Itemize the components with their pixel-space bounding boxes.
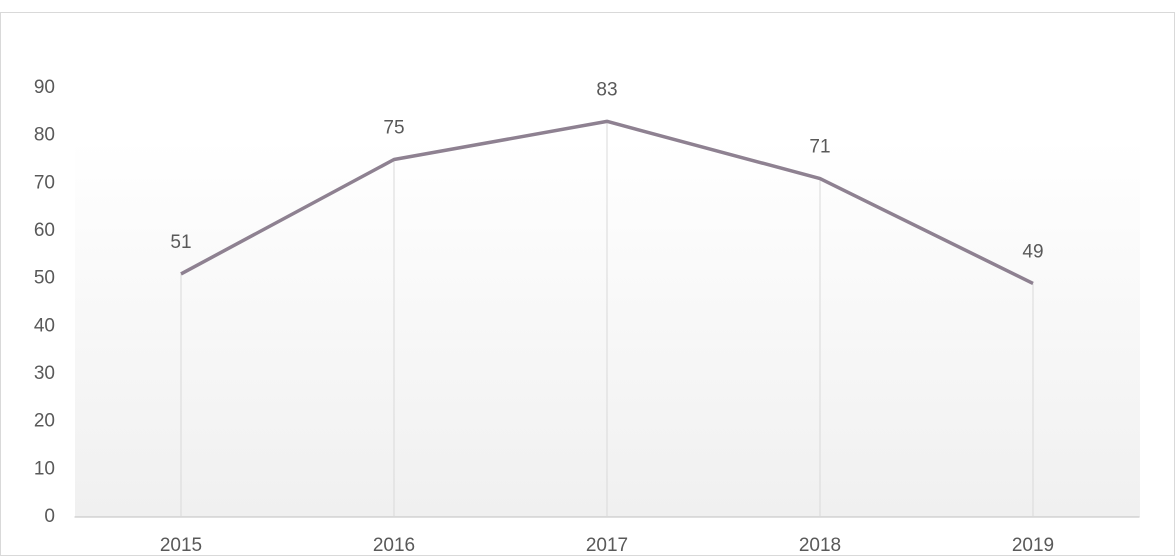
data-label: 71 xyxy=(809,137,830,158)
data-line xyxy=(180,119,1034,286)
x-tick-label: 2015 xyxy=(160,535,202,556)
y-tick-label: 40 xyxy=(34,315,55,336)
x-tick-label: 2018 xyxy=(799,535,841,556)
x-tick-label: 2019 xyxy=(1012,535,1054,556)
y-tick-label: 20 xyxy=(34,411,55,432)
data-label: 49 xyxy=(1022,241,1043,262)
data-label: 75 xyxy=(383,118,404,139)
x-tick-label: 2016 xyxy=(373,535,415,556)
y-tick-label: 10 xyxy=(34,458,55,479)
y-tick-label: 50 xyxy=(34,268,55,289)
x-tick-label: 2017 xyxy=(586,535,628,556)
data-label: 51 xyxy=(170,232,191,253)
y-tick-label: 30 xyxy=(34,363,55,384)
y-tick-label: 0 xyxy=(44,506,55,527)
y-tick-label: 80 xyxy=(34,125,55,146)
data-label: 83 xyxy=(596,79,617,100)
y-tick-label: 60 xyxy=(34,220,55,241)
y-tick-label: 90 xyxy=(34,77,55,98)
y-tick-label: 70 xyxy=(34,172,55,193)
